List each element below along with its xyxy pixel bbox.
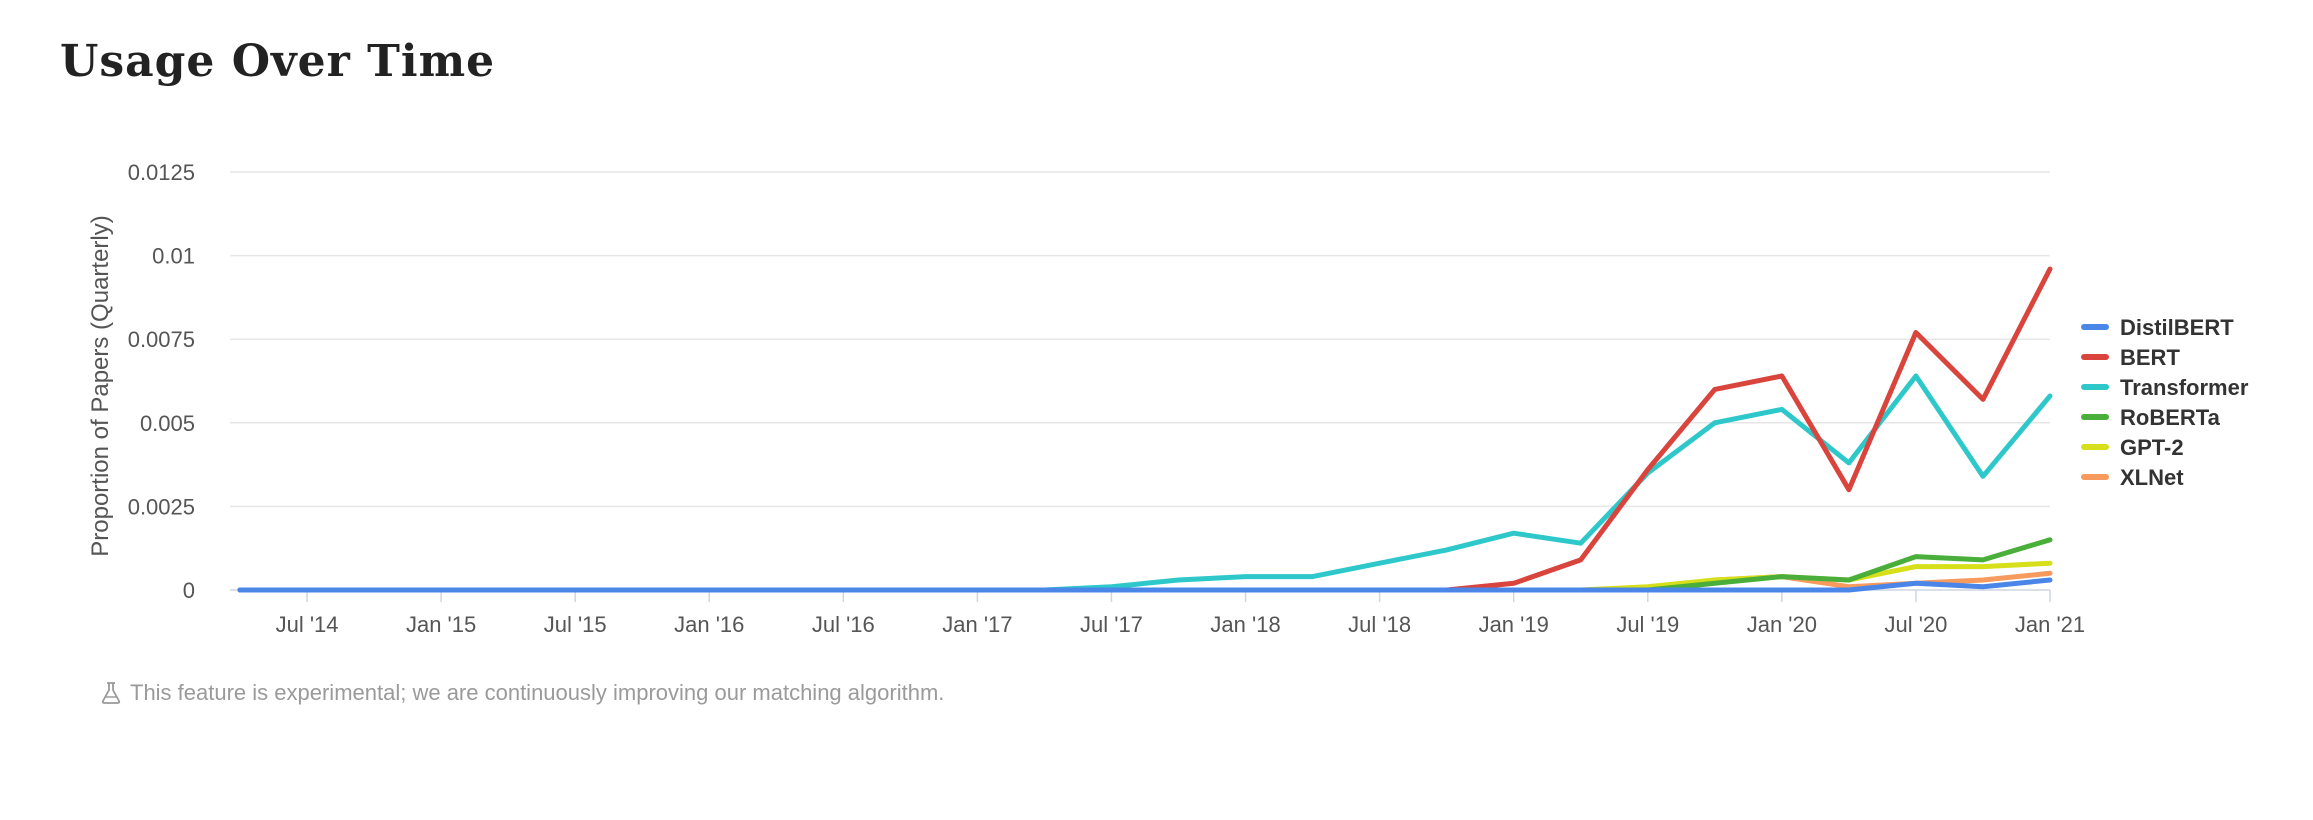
y-tick-label: 0.005 — [140, 411, 195, 436]
x-tick-label: Jan '16 — [674, 612, 744, 637]
x-tick-label: Jan '15 — [406, 612, 476, 637]
page-title: Usage Over Time — [60, 36, 496, 87]
x-tick-label: Jan '21 — [2015, 612, 2085, 637]
y-tick-label: 0.0025 — [128, 494, 195, 519]
series-lines — [237, 266, 2053, 593]
x-tick-label: Jul '14 — [276, 612, 339, 637]
x-tick-label: Jan '19 — [1479, 612, 1549, 637]
x-axis: Jul '14 Jan '15 Jul '15 Jan '16 Jul '16 Jan '… — [276, 590, 2085, 637]
y-axis-title: Proportion of Papers (Quarterly) — [87, 215, 114, 556]
y-tick-label: 0.0075 — [128, 327, 195, 352]
legend-label-gpt-2[interactable]: GPT-2 — [2120, 435, 2184, 460]
y-axis-ticks: 0 0.0025 0.005 0.0075 0.01 0.0125 — [128, 160, 195, 603]
x-tick-label: Jul '20 — [1884, 612, 1947, 637]
x-tick-label: Jul '15 — [544, 612, 607, 637]
grid-lines — [230, 171, 2050, 591]
x-tick-label: Jan '17 — [942, 612, 1012, 637]
legend-label-bert[interactable]: BERT — [2120, 345, 2180, 370]
series-line-transformer — [237, 373, 2053, 593]
legend-label-xlnet[interactable]: XLNet — [2120, 465, 2184, 490]
y-tick-label: 0.01 — [152, 244, 195, 269]
legend-label-roberta[interactable]: RoBERTa — [2120, 405, 2221, 430]
x-tick-label: Jan '18 — [1210, 612, 1280, 637]
x-tick-label: Jul '19 — [1616, 612, 1679, 637]
legend-label-distilbert[interactable]: DistilBERT — [2120, 315, 2234, 340]
footnote-text: This feature is experimental; we are con… — [130, 680, 945, 705]
x-tick-label: Jul '17 — [1080, 612, 1143, 637]
x-tick-label: Jul '18 — [1348, 612, 1411, 637]
legend-label-transformer[interactable]: Transformer — [2120, 375, 2249, 400]
y-tick-label: 0 — [183, 578, 195, 603]
x-tick-label: Jul '16 — [812, 612, 875, 637]
experimental-footnote: This feature is experimental; we are con… — [100, 680, 944, 706]
series-line-distilbert — [237, 577, 2053, 593]
legend: DistilBERT BERT Transformer RoBERTa GPT-2 XLN… — [2081, 315, 2249, 490]
y-tick-label: 0.0125 — [128, 160, 195, 185]
series-line-bert — [237, 266, 2053, 593]
flask-icon — [101, 682, 121, 704]
x-tick-label: Jan '20 — [1747, 612, 1817, 637]
